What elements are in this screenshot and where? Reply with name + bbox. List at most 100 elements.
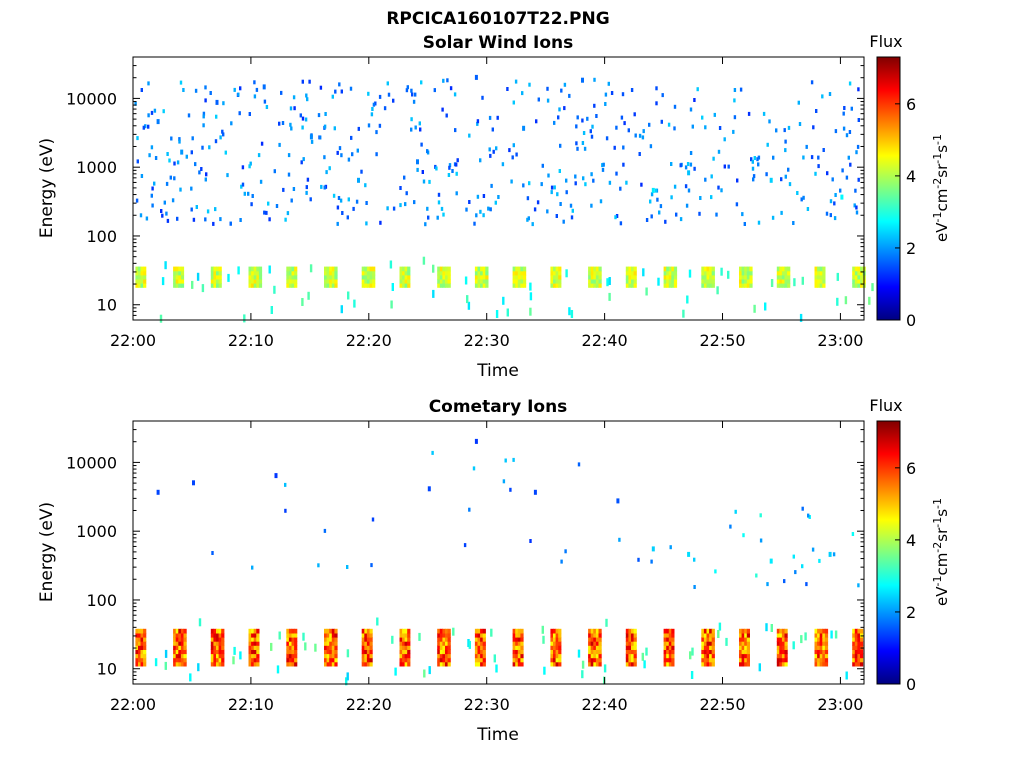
spectrogram-cell [649,199,652,204]
spectrogram-cell [829,199,833,204]
band-cell [369,283,373,288]
band-cell [196,272,200,281]
band-cell [515,628,519,634]
band-cell [256,657,260,663]
band-cell [512,632,516,638]
band-cell [372,266,376,272]
y-axis-label: Energy (eV) [37,502,57,602]
band-cell [183,657,187,663]
spectrogram-cell [582,131,586,135]
band-cell [445,628,449,634]
band-cell [633,649,637,655]
band-cell [739,270,743,276]
band-cell [445,653,449,659]
spectrogram-cell [712,156,715,161]
band-cell [852,632,856,638]
band-cell [553,283,557,288]
band-cell [590,661,594,667]
spectrogram-cell [147,124,150,129]
band-cell [558,649,562,655]
band-cell [703,645,708,650]
band-cell [334,270,338,276]
band-cell [663,645,667,650]
band-cell [474,641,479,646]
band-cell [210,632,214,638]
band-cell [703,628,708,634]
band-cell [445,641,449,646]
spectrogram-cell [293,106,296,111]
band-cell [517,270,521,276]
x-tick-label: 22:10 [228,331,274,350]
spectrogram-cell [202,123,205,128]
band-cell [568,307,571,316]
band-cell [631,649,635,655]
band-cell [739,283,743,288]
band-cell [178,657,182,663]
spectrogram-cell [755,573,758,578]
spectrogram-cell [619,221,623,226]
band-cell [291,649,295,655]
band-cell [711,283,715,288]
band-cell [625,278,629,284]
band-cell [402,270,406,276]
spectrogram-cell [336,150,339,155]
band-cell [701,283,705,288]
band-cell [216,661,220,667]
spectrogram-cell [833,201,836,206]
band-cell [366,653,371,659]
spectrogram-cell [441,107,444,112]
band-cell [779,661,783,667]
band-cell [437,657,441,663]
band-cell [588,653,592,659]
band-cell [175,283,179,288]
band-cell [331,632,335,638]
band-cell [555,274,559,280]
band-cell [749,266,753,272]
band-cell [324,283,328,288]
band-cell [404,653,408,659]
band-cell [407,632,411,638]
spectrogram-cell [558,169,561,173]
band-cell [180,641,185,646]
band-cell [288,661,293,667]
band-cell [625,645,629,650]
band-cell [143,641,147,646]
band-cell [512,637,516,642]
band-cell [701,657,705,663]
band-cell [216,632,220,638]
band-cell [143,637,147,642]
spectrogram-cell [536,200,540,205]
band-cell [633,274,637,280]
band-cell [291,283,295,288]
band-cell [625,661,629,667]
spectrogram-cell [571,208,574,213]
band-cell [666,657,670,663]
band-cell [671,274,675,280]
band-cell [485,266,489,272]
band-cell [258,266,263,272]
band-cell [288,645,293,650]
band-cell [520,270,524,276]
band-cell [588,649,592,655]
band-cell [781,641,786,646]
spectrogram-cell [337,196,341,200]
band-cell [553,628,557,634]
band-cell [741,632,745,638]
band-cell [286,283,290,288]
spectrogram-cell [560,88,563,93]
spectrogram-cell [476,121,479,126]
band-cell [822,657,826,663]
band-cell [860,283,864,288]
band-cell [286,637,290,642]
band-cell [595,653,600,659]
band-cell [251,637,255,642]
band-cell [216,278,220,284]
spectrogram-cell [465,207,468,212]
spectrogram-cell [574,174,577,179]
band-cell [830,630,833,639]
band-cell [326,657,330,663]
band-cell [326,661,330,667]
band-cell [631,653,635,659]
spectrogram-cell [375,152,378,157]
